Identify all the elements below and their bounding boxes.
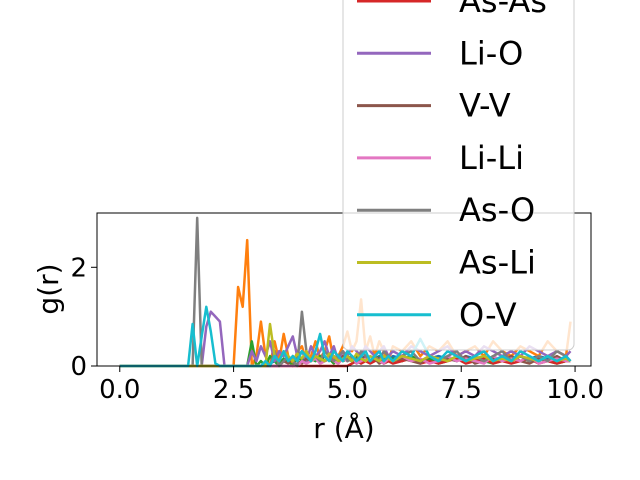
x-tick-label: 0.0 bbox=[99, 375, 140, 405]
legend-label: Li-Li bbox=[459, 139, 524, 177]
x-tick-label: 7.5 bbox=[441, 375, 482, 405]
legend-entry-o-v: O-V bbox=[357, 296, 517, 334]
x-tick-label: 10.0 bbox=[546, 375, 604, 405]
legend-label: V-V bbox=[459, 87, 511, 125]
y-tick-label: 0 bbox=[70, 352, 87, 382]
legend-entries: As-As Li-O V-V Li-Li As-O As-Li O-V bbox=[357, 0, 547, 334]
legend-entry-as-o: As-O bbox=[357, 191, 535, 229]
legend-entry-as-li: As-Li bbox=[357, 244, 536, 282]
legend-label: O-V bbox=[459, 296, 517, 334]
legend-entry-li-o: Li-O bbox=[357, 34, 523, 72]
legend: As-As Li-O V-V Li-Li As-O As-Li O-V bbox=[342, 0, 575, 351]
legend-label: Li-O bbox=[459, 34, 523, 72]
legend-entry-li-li: Li-Li bbox=[357, 139, 524, 177]
x-tick-label: 5.0 bbox=[327, 375, 368, 405]
y-axis-label: g(r) bbox=[32, 263, 65, 314]
x-axis-ticks: 0.0 2.5 5.0 7.5 10.0 bbox=[99, 366, 604, 405]
x-axis-label: r (Å) bbox=[313, 411, 374, 445]
legend-entry-as-as: As-As bbox=[357, 0, 547, 20]
legend-label: As-O bbox=[459, 191, 535, 229]
legend-label: As-Li bbox=[459, 244, 536, 282]
y-tick-label: 2 bbox=[70, 253, 87, 283]
y-axis-ticks: 02 bbox=[70, 253, 97, 382]
legend-entry-v-v: V-V bbox=[357, 87, 511, 125]
legend-label: As-As bbox=[459, 0, 547, 20]
x-tick-label: 2.5 bbox=[213, 375, 254, 405]
